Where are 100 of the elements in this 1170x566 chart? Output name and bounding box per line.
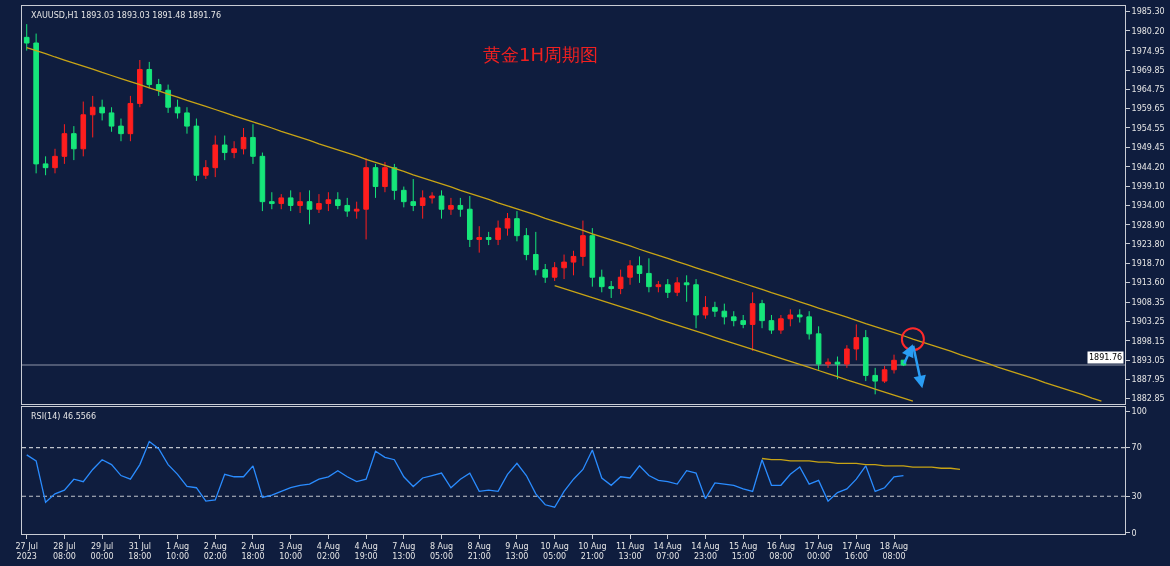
- candlestick: [608, 280, 615, 299]
- ref-line-label: 1891.76: [1089, 353, 1123, 362]
- candlestick: [712, 301, 718, 318]
- candlestick: [589, 227, 596, 288]
- candlestick: [476, 225, 483, 254]
- x-tick-label: 11 Aug 13:00: [615, 541, 645, 561]
- candlestick: [646, 257, 652, 293]
- candlestick: [212, 135, 219, 178]
- candlestick: [155, 78, 162, 97]
- y-tick-label: 1893.05: [1131, 355, 1165, 365]
- candlestick: [532, 231, 539, 276]
- candlestick: [542, 263, 549, 284]
- candlestick: [806, 310, 812, 341]
- y-tick-label: 1985.30: [1131, 7, 1165, 17]
- candlestick: [71, 125, 77, 161]
- x-tick-label: 10 Aug 05:00: [540, 541, 569, 561]
- x-tick-label: 2 Aug 18:00: [241, 541, 265, 561]
- candlestick: [438, 189, 445, 220]
- candlestick: [316, 193, 322, 214]
- candlestick: [664, 278, 671, 299]
- candlestick: [844, 344, 850, 369]
- candlestick: [231, 140, 237, 159]
- y-tick-label: 30: [1131, 492, 1142, 502]
- y-tick-label: 1908.35: [1131, 298, 1165, 308]
- x-tick-label: 14 Aug 07:00: [653, 541, 682, 561]
- candlestick: [203, 159, 209, 180]
- candlestick: [495, 220, 501, 246]
- candlestick: [410, 178, 417, 212]
- y-tick-label: 1913.60: [1131, 278, 1165, 288]
- candlestick: [61, 123, 68, 165]
- candlestick: [127, 95, 134, 142]
- candlestick: [570, 250, 577, 276]
- x-tick-label: 10 Aug 21:00: [578, 541, 607, 561]
- annotation: XAUUSD,H1 1893.03 1893.03 1891.48 1891.76: [31, 11, 222, 20]
- y-tick-label: 1903.25: [1131, 317, 1165, 327]
- x-tick-label: 27 Jul 2023: [15, 541, 38, 561]
- candlestick: [429, 191, 435, 205]
- y-tick-label: 1980.20: [1131, 26, 1165, 36]
- annotation: RSI(14) 46.5566: [31, 412, 97, 421]
- candlestick: [768, 314, 775, 335]
- line-series: [26, 440, 905, 508]
- candlestick: [174, 99, 181, 120]
- candlestick: [702, 295, 709, 320]
- candlestick: [825, 357, 831, 369]
- x-tick-label: 1 Aug 10:00: [165, 541, 190, 561]
- candlestick: [862, 329, 869, 382]
- y-tick-label: 1882.85: [1131, 394, 1165, 404]
- candlestick: [815, 325, 822, 371]
- candlestick: [401, 186, 407, 208]
- candlestick: [683, 274, 690, 303]
- candlestick: [834, 356, 841, 380]
- candlestick: [778, 314, 784, 335]
- x-tick-label: 8 Aug 05:00: [429, 541, 454, 561]
- candlestick: [23, 23, 30, 52]
- candlestick: [730, 310, 737, 327]
- x-tick-label: 14 Aug 23:00: [691, 541, 720, 561]
- candlestick: [759, 299, 765, 329]
- x-tick-label: 29 Jul 00:00: [90, 541, 114, 561]
- candlestick: [636, 255, 643, 284]
- candlestick: [457, 197, 464, 218]
- y-tick-label: 1934.00: [1131, 201, 1165, 211]
- candlestick: [504, 212, 511, 237]
- candlestick: [391, 163, 398, 201]
- candlestick: [617, 269, 624, 295]
- candlestick: [872, 367, 878, 395]
- x-tick-label: 3 Aug 10:00: [279, 541, 303, 561]
- candlestick: [466, 195, 473, 248]
- candlestick: [269, 191, 275, 210]
- candlestick: [740, 314, 746, 329]
- candlestick: [580, 220, 586, 267]
- x-tick-label: 15 Aug 15:00: [729, 541, 758, 561]
- candlestick: [372, 163, 379, 199]
- candlestick: [523, 227, 530, 261]
- candlestick: [853, 323, 860, 361]
- y-tick-label: 0: [1131, 528, 1137, 538]
- y-tick-label: 1887.95: [1131, 375, 1165, 385]
- candlestick: [193, 118, 200, 182]
- candlestick: [353, 201, 360, 220]
- x-tick-label: 7 Aug 13:00: [392, 541, 416, 561]
- candlestick: [108, 106, 115, 133]
- y-tick-label: 1923.80: [1131, 239, 1165, 249]
- line-series: [761, 457, 961, 471]
- y-tick-label: 1944.20: [1131, 162, 1165, 172]
- x-tick-label: 18 Aug 08:00: [879, 541, 909, 561]
- candlestick: [33, 33, 39, 174]
- candlestick: [325, 191, 332, 212]
- candlestick: [655, 280, 662, 293]
- candlestick: [551, 261, 558, 282]
- candlestick: [674, 276, 681, 297]
- candlestick: [42, 155, 49, 176]
- text: 黄金1H周期图: [483, 44, 598, 65]
- line-series: [554, 284, 914, 402]
- x-tick-label: 31 Jul 18:00: [128, 541, 152, 561]
- y-tick-label: 1928.90: [1131, 220, 1165, 230]
- candlestick: [165, 84, 171, 114]
- candlestick: [278, 193, 285, 210]
- y-tick-label: 1954.55: [1131, 123, 1165, 133]
- y-tick-label: 70: [1131, 443, 1142, 453]
- x-tick-label: 2 Aug 02:00: [203, 541, 227, 561]
- y-tick-label: 1939.10: [1131, 181, 1165, 191]
